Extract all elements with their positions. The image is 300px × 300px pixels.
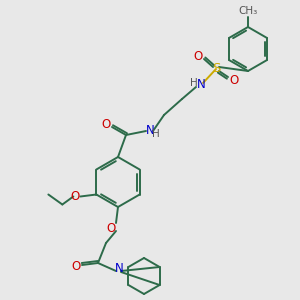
Text: N: N xyxy=(115,262,123,275)
Text: N: N xyxy=(146,124,154,136)
Text: O: O xyxy=(71,260,81,274)
Text: O: O xyxy=(194,50,202,62)
Text: O: O xyxy=(71,190,80,203)
Text: N: N xyxy=(196,79,206,92)
Text: H: H xyxy=(190,78,198,88)
Text: O: O xyxy=(230,74,238,86)
Text: O: O xyxy=(101,118,111,130)
Text: S: S xyxy=(212,62,220,76)
Text: CH₃: CH₃ xyxy=(238,6,258,16)
Text: O: O xyxy=(106,221,116,235)
Text: H: H xyxy=(152,129,160,139)
